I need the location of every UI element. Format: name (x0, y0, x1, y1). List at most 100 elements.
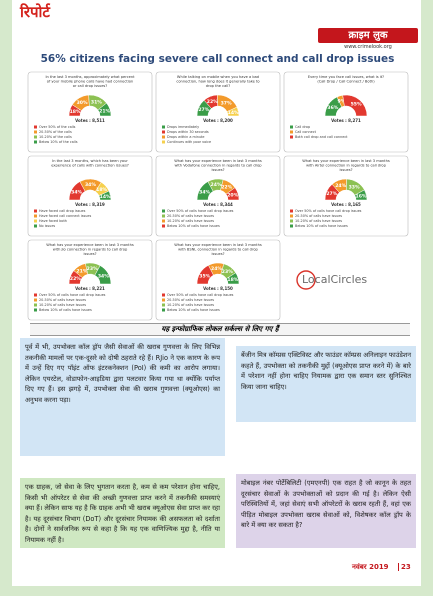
gauge-segment (354, 189, 368, 201)
legend-swatch (162, 209, 165, 213)
page-number: 23 (398, 563, 411, 571)
segment-label: 22% (221, 185, 232, 191)
question: What has your experience been in last 3 … (174, 159, 262, 172)
question: What has your experience been in last 3 … (46, 243, 134, 256)
legend-swatch (290, 125, 293, 129)
legend-swatch (162, 293, 165, 297)
legend-swatch (34, 214, 37, 218)
legend-item: Both call drop and call connect (295, 135, 348, 139)
legend-item: Over 50% of calls have call drop issues (167, 209, 234, 213)
legend-swatch (162, 125, 165, 129)
legend-item: Drops within 30 seconds (167, 130, 209, 134)
question: While talking on mobile when you have a … (176, 75, 259, 88)
segment-label: 20% (227, 193, 238, 199)
legend-swatch (162, 308, 165, 312)
legend-swatch (34, 130, 37, 134)
panel (155, 155, 281, 237)
votes: Votes : 8,271 (331, 118, 361, 123)
segment-label: 27% (326, 191, 337, 197)
legend-swatch (34, 224, 37, 228)
gauge-segment (98, 190, 112, 201)
legend-item: 20-50% of the calls (39, 130, 72, 134)
segment-label: 30% (77, 100, 88, 106)
paragraph: मोबाइल नंबर पोर्टेबिलिटी (एमएनपी) एक राह… (236, 474, 416, 548)
segment-label: 37% (221, 100, 232, 106)
segment-label: 22% (207, 99, 218, 105)
logo-mark (296, 270, 316, 290)
caption: यह इन्फोग्राफिक लोकल सर्कल्स से लिए गए ह… (30, 323, 410, 336)
legend-swatch (162, 303, 165, 307)
segment-label: 23% (87, 266, 98, 272)
question: What has your experience been in last 3 … (302, 159, 390, 172)
question: In the last 3 months, which has been you… (51, 159, 129, 167)
legend-swatch (290, 209, 293, 213)
votes: Votes : 8,344 (203, 202, 233, 207)
legend-item: Below 10% of the calls (39, 140, 78, 144)
segment-label: 16% (356, 194, 367, 200)
gauge-segment (97, 102, 112, 117)
segment-label: 18% (70, 109, 81, 115)
legend-item: Below 10% of calls have issues (167, 224, 220, 228)
legend-swatch (34, 303, 37, 307)
legend-item: Continues with poor voice (167, 140, 211, 144)
legend-swatch (162, 140, 165, 144)
segment-label: 35% (199, 273, 210, 279)
legend-swatch (34, 125, 37, 129)
segment-label: 23% (222, 269, 233, 275)
section-label: रिपोर्ट (20, 3, 50, 21)
segment-label: 18% (227, 277, 238, 283)
segment-label: 24% (211, 266, 222, 272)
legend-item: Drops immediately (167, 125, 199, 129)
legend-swatch (162, 224, 165, 228)
legend-item: 20-50% of calls have issues (39, 298, 86, 302)
brand: क्राइम लुक (318, 28, 418, 43)
legend-swatch (34, 298, 37, 302)
segment-label: 36% (327, 105, 338, 111)
legend-item: Call connect (295, 130, 317, 134)
segment-label: 18% (96, 187, 107, 193)
panel (283, 155, 409, 237)
segment-label: 22% (70, 276, 81, 282)
paragraph: पूर्व में भी, उपभोक्ता कॉल ड्रॉप जैसी से… (20, 338, 225, 456)
gauge-segment (94, 265, 112, 285)
legend-item: 20-50% of calls have issues (167, 214, 214, 218)
segment-label: 27% (198, 107, 209, 113)
legend-swatch (162, 298, 165, 302)
survey-grid: In the last 3 months, approximately what… (27, 71, 409, 321)
segment-label: 14% (100, 194, 111, 200)
segment-label: 33% (349, 184, 360, 190)
segment-label: 21% (76, 268, 87, 274)
brand-url: www.crimelook.org (344, 44, 392, 50)
paragraph: बेंजीन मित्र कॉम्प्रस एक्टिविस्ट और फाउं… (236, 346, 416, 422)
legend-item: 10-20% of the calls (39, 135, 72, 139)
legend-item: Over 50% of calls have call drop issues (295, 209, 362, 213)
footer-date: नवंबर 2019 (352, 563, 389, 571)
votes: Votes : 8,319 (75, 202, 105, 207)
segment-label: 34% (85, 182, 96, 188)
votes: Votes : 8,511 (75, 118, 105, 123)
segment-label: 24% (211, 182, 222, 188)
panel (27, 155, 153, 237)
logo: LocalCircles (302, 273, 367, 286)
panel (27, 71, 153, 153)
segment-label: 34% (98, 274, 109, 280)
question: What has your experience been in last 3 … (174, 243, 262, 256)
legend-item: Have faced call drop issues (39, 209, 86, 213)
legend-swatch (162, 214, 165, 218)
infographic-title: 56% citizens facing severe call connect … (40, 53, 395, 65)
question: Every time you face call issues, what is… (308, 75, 384, 83)
legend-item: Below 10% of calls have issues (295, 224, 348, 228)
legend-item: Drops within a minute (167, 135, 204, 139)
legend-swatch (290, 214, 293, 218)
legend-swatch (162, 135, 165, 139)
question: In the last 3 months, approximately what… (45, 75, 135, 88)
legend-item: 20-50% of calls have issues (295, 214, 342, 218)
legend-item: 20-50% of calls have issues (167, 298, 214, 302)
votes: Votes : 8,200 (203, 118, 233, 123)
legend-swatch (290, 135, 293, 139)
legend-item: Have faced call connect issues (39, 214, 91, 218)
legend-swatch (34, 308, 37, 312)
legend-swatch (290, 224, 293, 228)
segment-label: 34% (71, 190, 82, 196)
panel (155, 71, 281, 153)
